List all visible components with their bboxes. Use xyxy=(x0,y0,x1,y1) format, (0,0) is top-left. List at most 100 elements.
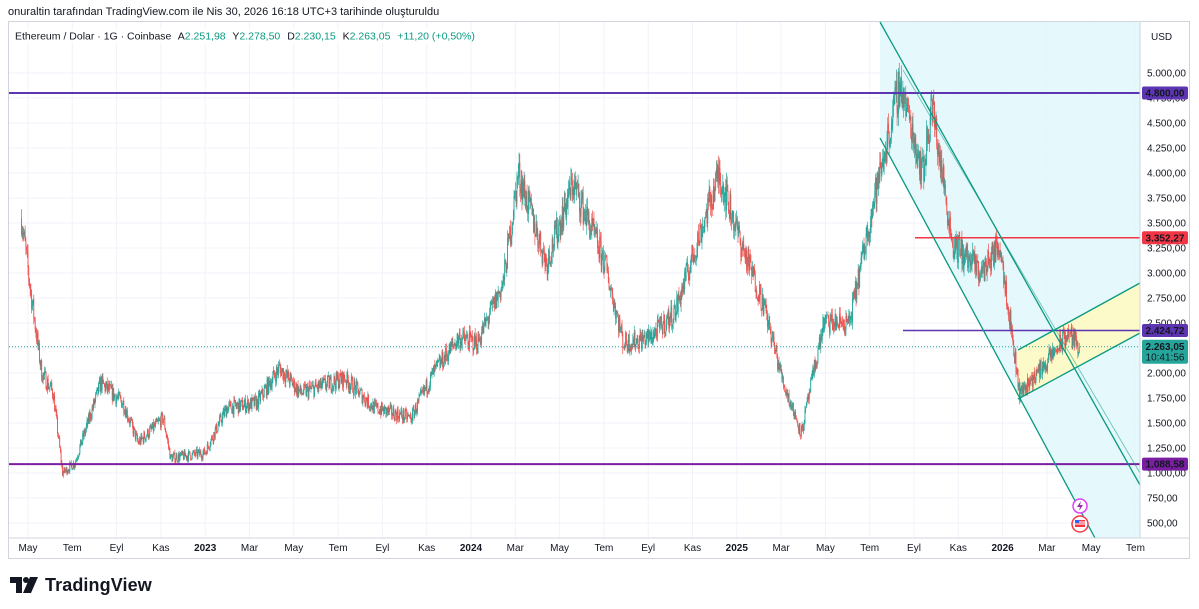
candle-body xyxy=(621,326,623,334)
candle-body xyxy=(795,411,797,419)
candle-body xyxy=(1057,348,1059,350)
candle-body xyxy=(514,191,516,196)
candle-body xyxy=(474,333,476,345)
candle-body xyxy=(541,252,543,264)
candle-body xyxy=(329,376,331,380)
candle-body xyxy=(93,399,95,405)
candle-body xyxy=(180,452,182,455)
legend-close-label: K xyxy=(343,31,350,43)
candle-body xyxy=(731,220,732,224)
candle-body xyxy=(993,249,995,266)
candle-body xyxy=(195,450,197,456)
candle-body xyxy=(460,340,462,349)
candle-body xyxy=(584,210,586,218)
time-tick-label: Mar xyxy=(1038,543,1056,554)
candle-body xyxy=(725,187,727,211)
candle-body xyxy=(933,101,935,103)
candle-body xyxy=(887,123,889,140)
candle-body xyxy=(48,387,50,389)
candle-body xyxy=(992,242,994,250)
candle-body xyxy=(576,186,578,188)
candle-body xyxy=(43,373,45,376)
candle-body xyxy=(594,229,596,234)
candle-body xyxy=(154,421,156,427)
candle-body xyxy=(225,406,227,417)
candle-body xyxy=(76,459,78,460)
candle-body xyxy=(1057,348,1059,352)
candle-body xyxy=(1066,337,1068,341)
candle-body xyxy=(350,377,352,386)
candle-body xyxy=(565,206,567,218)
candle-body xyxy=(448,343,450,356)
lightning-event-icon[interactable] xyxy=(1072,498,1088,514)
candle-body xyxy=(798,423,800,431)
candle-body xyxy=(674,304,676,321)
candle-body xyxy=(635,344,637,348)
candle-body xyxy=(432,368,434,375)
tradingview-logo[interactable]: TradingView xyxy=(10,574,152,596)
candle-body xyxy=(357,382,359,389)
candle-body xyxy=(224,406,226,409)
candle-body xyxy=(876,173,878,204)
candle-body xyxy=(464,338,466,342)
candle-body xyxy=(316,386,318,388)
candle-body xyxy=(374,401,376,403)
candle-body xyxy=(604,255,606,272)
candle-body xyxy=(504,260,506,280)
candle-body xyxy=(458,333,460,338)
candle-body xyxy=(445,348,447,361)
candle-body xyxy=(848,314,850,320)
candle-body xyxy=(356,381,358,383)
candle-body xyxy=(134,429,136,440)
candle-body xyxy=(963,256,965,268)
chart-frame[interactable] xyxy=(8,21,1190,559)
candle-body xyxy=(204,452,206,455)
candle-body xyxy=(917,153,919,162)
candle-body xyxy=(721,189,723,192)
candle-body xyxy=(147,429,149,438)
candle-body xyxy=(404,417,406,420)
candle-body xyxy=(273,370,274,375)
candle-body xyxy=(550,262,552,264)
candle-body xyxy=(411,421,413,422)
candle-body xyxy=(304,384,305,386)
candle-body xyxy=(140,434,142,444)
candle-body xyxy=(206,451,208,455)
candle-body xyxy=(264,387,266,389)
candle-body xyxy=(210,439,212,446)
candle-body xyxy=(158,419,160,421)
candle-body xyxy=(463,332,465,339)
candle-body xyxy=(452,341,454,345)
candle-body xyxy=(390,405,392,407)
candle-body xyxy=(420,390,422,392)
us-flag-event-icon[interactable] xyxy=(1071,515,1089,533)
candle-body xyxy=(349,386,351,390)
candle-body xyxy=(382,408,384,411)
candle-body xyxy=(317,386,318,390)
candle-body xyxy=(900,77,902,85)
candle-body xyxy=(28,279,30,286)
candle-body xyxy=(1042,361,1044,369)
candle-body xyxy=(620,329,622,331)
candle-body xyxy=(874,190,876,202)
candle-body xyxy=(342,371,344,388)
tradingview-logo-text: TradingView xyxy=(45,574,152,595)
candle-body xyxy=(997,246,999,255)
candle-body xyxy=(520,179,522,194)
candle-body xyxy=(925,160,927,166)
candle-body xyxy=(1036,371,1038,372)
candle-body xyxy=(151,428,153,430)
candle-body xyxy=(705,209,707,218)
candle-body xyxy=(311,384,313,387)
candle-body xyxy=(663,315,665,325)
price-axis[interactable]: USD 5.000,004.750,004.500,004.250,004.00… xyxy=(1139,22,1188,538)
candle-body xyxy=(37,333,39,347)
candle-body xyxy=(998,246,1000,253)
candle-body xyxy=(453,344,455,346)
candle-body xyxy=(885,152,887,162)
candle-body xyxy=(1022,386,1024,394)
time-axis[interactable]: May Tem Eyl Kas 2023 Mar May Tem Eyl Kas 2024 Mar Ma… xyxy=(9,537,1189,554)
candle-body xyxy=(546,262,548,275)
event-badges xyxy=(1071,498,1089,533)
